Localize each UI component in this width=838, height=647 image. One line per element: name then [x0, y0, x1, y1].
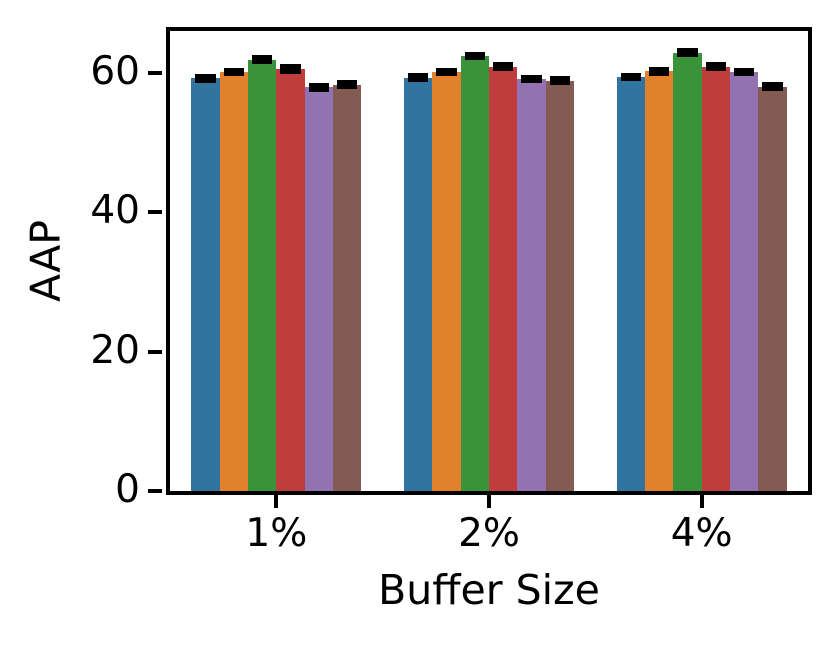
- bar-4%-series2: [644, 71, 674, 491]
- bar-2%-series2: [432, 72, 461, 491]
- bar-2%-series5: [517, 79, 546, 491]
- bar-4%-series3: [673, 52, 702, 491]
- y-tick-label: 0: [115, 466, 140, 512]
- x-tick-label: 4%: [670, 511, 733, 556]
- x-tick-mark: [487, 495, 491, 508]
- error-bar: [223, 67, 244, 77]
- bar-4%-series6: [758, 86, 787, 491]
- error-bar: [436, 67, 457, 77]
- error-bar: [280, 63, 301, 74]
- plot-area: 1% 2% 4% 0 20 40 60: [90, 27, 812, 555]
- bar-4%-series4: [701, 66, 730, 491]
- x-axis-label: Buffer Size: [378, 566, 600, 614]
- error-bar: [195, 74, 216, 83]
- bar-1%-series1: [191, 78, 220, 491]
- y-tick-label: 60: [90, 48, 140, 94]
- x-tick-label: 2%: [458, 511, 520, 556]
- y-tick-mark: [148, 210, 162, 215]
- bar-1%-series3: [247, 59, 277, 491]
- bar-2%-series3: [460, 56, 489, 491]
- error-bar: [521, 74, 542, 84]
- error-bar: [648, 67, 670, 76]
- error-bar: [464, 51, 486, 61]
- y-tick-mark: [148, 70, 162, 75]
- error-bar: [492, 62, 514, 71]
- y-tick-label: 20: [90, 327, 140, 373]
- x-tick-mark: [699, 495, 704, 508]
- error-bar: [549, 76, 571, 85]
- y-tick-label: 40: [90, 188, 140, 234]
- bar-1%-series5: [304, 87, 334, 491]
- y-tick-mark: [148, 349, 162, 354]
- bar-4%-series1: [616, 77, 645, 491]
- error-bar: [407, 73, 429, 82]
- bar-2%-series6: [545, 80, 575, 491]
- error-bar: [308, 83, 330, 92]
- error-bar: [337, 80, 358, 89]
- bar-1%-series4: [276, 68, 305, 491]
- error-bar: [620, 72, 641, 82]
- y-tick-mark: [148, 489, 162, 493]
- bars-layer: [170, 31, 808, 491]
- x-tick-label: 1%: [245, 511, 308, 556]
- bar-4%-series5: [730, 72, 759, 491]
- error-bar: [677, 48, 698, 57]
- axes-layer: 1% 2% 4% 0 20 40 60: [90, 31, 808, 555]
- bar-1%-series6: [333, 84, 362, 491]
- error-bar: [251, 55, 273, 64]
- x-tick-mark: [274, 495, 279, 508]
- bar-2%-series1: [403, 77, 433, 491]
- error-bar: [762, 82, 783, 92]
- error-bar: [705, 62, 727, 71]
- bar-1%-series2: [219, 72, 248, 491]
- error-bar: [733, 67, 755, 77]
- y-axis-label: AAP: [21, 220, 70, 302]
- bar-2%-series4: [489, 66, 518, 491]
